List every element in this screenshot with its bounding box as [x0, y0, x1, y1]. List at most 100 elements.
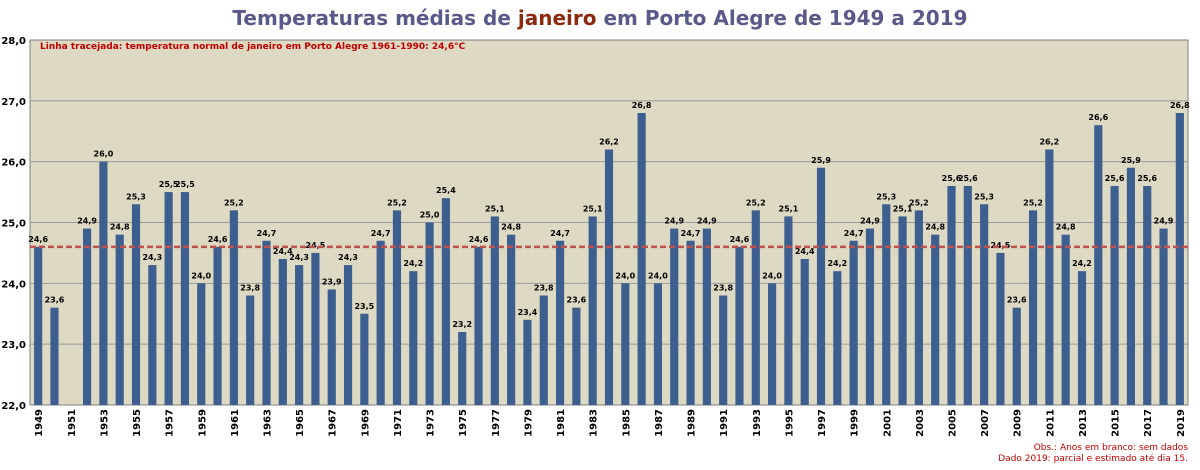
data-label: 23,8 [534, 284, 554, 293]
x-tick-label: 1983 [589, 409, 600, 437]
data-label: 24,9 [77, 217, 97, 226]
data-label: 24,7 [550, 229, 570, 238]
chart-title: Temperaturas médias de janeiro em Porto … [0, 6, 1200, 30]
y-tick-label: 26,0 [1, 158, 26, 169]
data-label: 24,9 [664, 217, 684, 226]
data-label: 24,3 [142, 253, 162, 262]
data-label: 26,2 [1039, 138, 1059, 147]
bar [768, 283, 777, 405]
x-tick-label: 2007 [980, 409, 991, 437]
data-label: 25,3 [126, 192, 146, 201]
bar [213, 246, 222, 405]
bar [816, 167, 826, 405]
bar [148, 265, 157, 405]
bar [702, 228, 711, 405]
bar [295, 265, 304, 405]
bar [229, 210, 238, 405]
x-tick-label: 1977 [491, 409, 502, 437]
bar [996, 252, 1005, 405]
data-label: 24,6 [28, 235, 48, 244]
x-tick-label: 1989 [687, 409, 698, 437]
bar [914, 210, 923, 405]
x-tick-label: 1985 [621, 409, 632, 437]
x-tick-label: 1973 [426, 409, 437, 437]
x-tick-label: 1957 [165, 409, 176, 437]
bar [1159, 228, 1168, 405]
data-label: 23,5 [354, 302, 374, 311]
x-tick-label: 1951 [67, 409, 78, 437]
bar [735, 246, 744, 405]
data-label: 24,4 [273, 247, 293, 256]
data-label: 25,0 [420, 211, 440, 220]
footnote-line-2: Dado 2019: parcial e estimado até dia 15… [998, 454, 1188, 464]
bar [343, 265, 353, 405]
bar [278, 259, 287, 405]
x-tick-label: 1991 [719, 409, 730, 437]
bar [311, 252, 320, 405]
normal-line-note: Linha tracejada: temperatura normal de j… [40, 42, 466, 52]
data-label: 24,4 [795, 247, 815, 256]
x-tick-label: 2001 [882, 409, 893, 437]
bar [180, 192, 190, 405]
bar [784, 216, 793, 405]
x-tick-label: 1953 [99, 409, 110, 437]
bar [474, 246, 483, 405]
bar [963, 186, 972, 405]
data-label: 26,8 [1170, 101, 1190, 110]
bar [458, 332, 467, 405]
bar [409, 271, 418, 405]
bar [621, 283, 630, 405]
data-label: 25,5 [159, 180, 179, 189]
data-label: 25,2 [1023, 198, 1043, 207]
bar [833, 271, 842, 405]
bar [686, 240, 695, 405]
y-tick-label: 28,0 [1, 36, 26, 47]
data-label: 24,0 [762, 271, 782, 280]
data-label: 25,1 [779, 204, 799, 213]
data-label: 24,9 [697, 217, 717, 226]
data-label: 23,8 [240, 284, 260, 293]
x-tick-label: 2019 [1176, 409, 1187, 437]
x-tick-label: 1987 [654, 409, 665, 437]
data-label: 24,7 [371, 229, 391, 238]
data-label: 25,1 [583, 204, 603, 213]
x-tick-label: 1965 [295, 409, 306, 437]
y-tick-label: 24,0 [1, 279, 26, 290]
data-label: 25,6 [942, 174, 962, 183]
title-highlight: janeiro [517, 6, 597, 30]
bar [490, 216, 499, 405]
bar [588, 216, 597, 405]
bar [1110, 186, 1119, 405]
data-label: 26,8 [632, 101, 652, 110]
bar [1028, 210, 1038, 405]
data-label: 26,2 [599, 138, 619, 147]
x-tick-label: 1955 [132, 409, 143, 437]
bar [131, 204, 141, 405]
data-label: 24,5 [991, 241, 1011, 250]
data-label: 24,0 [615, 271, 635, 280]
data-label: 25,4 [436, 186, 456, 195]
x-tick-label: 2015 [1111, 409, 1122, 437]
data-label: 24,2 [403, 259, 423, 268]
x-tick-label: 2017 [1143, 409, 1154, 437]
data-label: 24,6 [730, 235, 750, 244]
bar [34, 246, 43, 405]
data-label: 24,2 [827, 259, 847, 268]
x-tick-label: 1997 [817, 409, 828, 437]
data-label: 25,6 [1137, 174, 1157, 183]
bar [115, 234, 124, 405]
data-label: 24,2 [1072, 259, 1092, 268]
bar [360, 313, 369, 405]
bar [555, 240, 565, 405]
bar [327, 289, 336, 405]
y-tick-label: 23,0 [1, 340, 26, 351]
x-tick-label: 2005 [948, 409, 959, 437]
footnote: Obs.: Anos em branco: sem dados Dado 201… [998, 443, 1188, 465]
x-tick-label: 1975 [458, 409, 469, 437]
title-part-2: em Porto Alegre de 1949 a 2019 [596, 6, 968, 30]
bar [898, 216, 907, 405]
data-label: 24,7 [844, 229, 864, 238]
x-tick-label: 2009 [1013, 409, 1024, 437]
bar [1012, 307, 1021, 405]
data-label: 24,9 [1154, 217, 1174, 226]
